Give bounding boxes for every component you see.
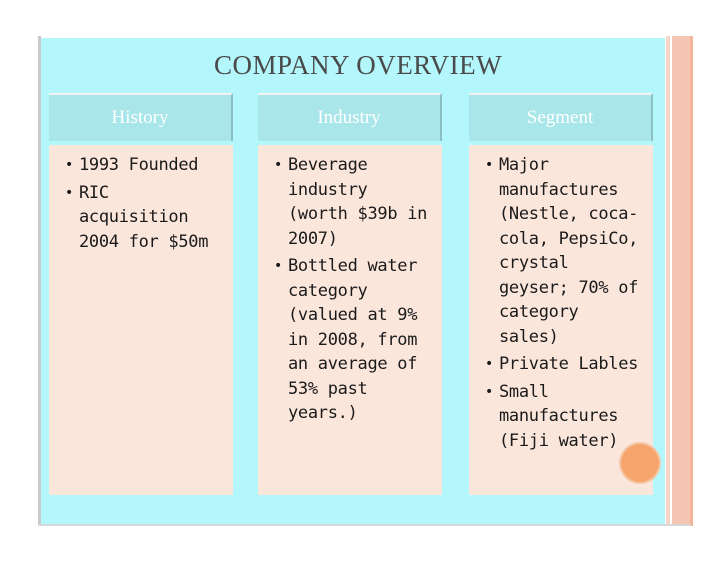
bullet-item: 1993 Founded bbox=[65, 153, 225, 178]
bullet-item: Bottled water category (valued at 9% in … bbox=[274, 254, 434, 426]
bullet-item: Beverage industry (worth $39b in 2007) bbox=[274, 153, 434, 251]
bullet-list: 1993 Founded RIC acquisition 2004 for $5… bbox=[65, 153, 225, 254]
column-header-history: History bbox=[49, 93, 233, 141]
decorative-stripe bbox=[672, 36, 690, 526]
slide-left-edge bbox=[38, 36, 41, 526]
slide-title: COMPANY OVERVIEW bbox=[214, 50, 503, 80]
decorative-stripe-dark bbox=[690, 36, 693, 526]
slide-bottom-edge bbox=[38, 524, 691, 526]
bullet-item: Major manufactures (Nestle, coca-cola, P… bbox=[485, 153, 645, 349]
bullet-list: Major manufactures (Nestle, coca-cola, P… bbox=[485, 153, 645, 453]
bullet-item: RIC acquisition 2004 for $50m bbox=[65, 181, 225, 255]
decorative-orb bbox=[621, 444, 659, 482]
bullet-item: Private Lables bbox=[485, 352, 645, 377]
column-body-industry: Beverage industry (worth $39b in 2007) B… bbox=[258, 145, 442, 495]
column-body-segment: Major manufactures (Nestle, coca-cola, P… bbox=[469, 145, 653, 495]
bullet-list: Beverage industry (worth $39b in 2007) B… bbox=[274, 153, 434, 426]
column-header-segment: Segment bbox=[469, 93, 653, 141]
column-body-history: 1993 Founded RIC acquisition 2004 for $5… bbox=[49, 145, 233, 495]
decorative-stripe-light bbox=[666, 36, 670, 526]
bullet-item: Small manufactures (Fiji water) bbox=[485, 380, 645, 454]
column-header-industry: Industry bbox=[258, 93, 442, 141]
